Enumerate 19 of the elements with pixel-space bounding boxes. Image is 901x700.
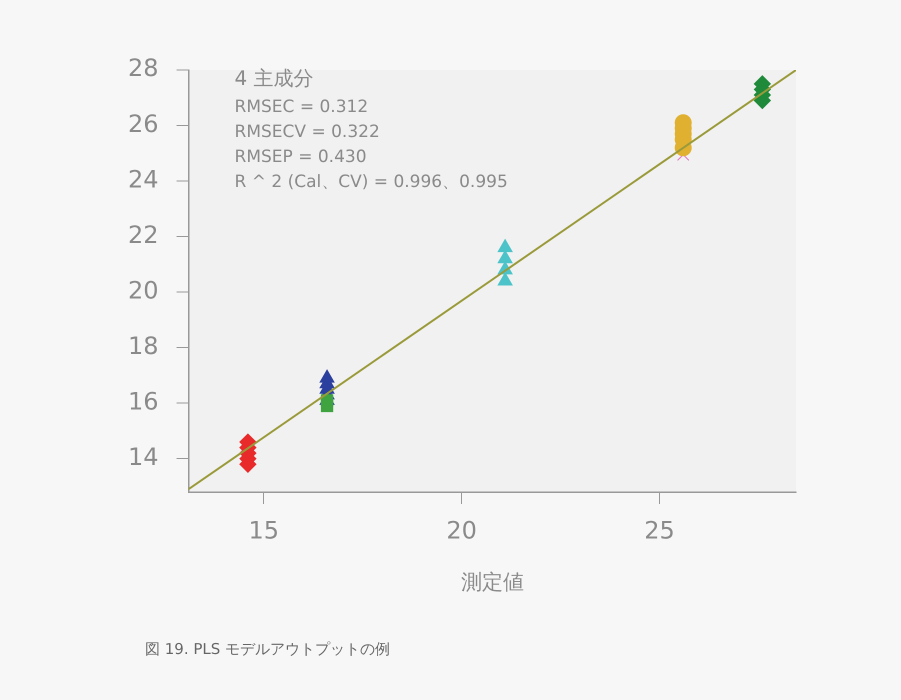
annotation: RMSECV = 0.322 [234, 122, 380, 142]
y-tick-label: 16 [128, 387, 159, 416]
y-tick-label: 28 [128, 54, 159, 82]
annotation: RMSEC = 0.312 [234, 96, 368, 117]
x-tick-label: 15 [248, 516, 280, 545]
annotation: 4 主成分 [234, 66, 314, 90]
y-tick-label: 18 [128, 332, 159, 360]
y-tick-label: 24 [128, 165, 159, 194]
y-tick-label: 26 [128, 110, 159, 138]
y-tick-label: 22 [128, 220, 159, 249]
caption: 図 19. PLS モデルアウトプットの例 [145, 640, 390, 659]
point [320, 394, 334, 407]
y-tick-label: 14 [128, 442, 159, 471]
x-axis-title: 測定値 [460, 570, 524, 594]
y-tick-label: 20 [128, 276, 159, 304]
annotation: RMSEP = 0.430 [234, 146, 367, 167]
x-tick-label: 25 [644, 516, 675, 545]
annotation: R ^ 2 (Cal、CV) = 0.996、0.995 [234, 172, 508, 192]
x-tick-label: 20 [446, 516, 477, 545]
